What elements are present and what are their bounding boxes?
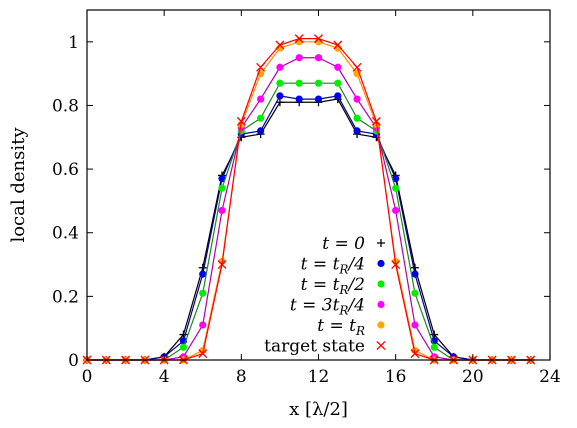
data-point [392,185,399,192]
legend-marker-3 [377,301,384,308]
legend-label-5: target state [264,337,365,357]
legend-label-3: t = 3tR​/4 [290,296,365,318]
legend-marker-1 [377,260,384,267]
data-point [315,80,322,87]
x-tick-label: 12 [308,367,330,387]
data-point [431,344,438,351]
series-1 [83,92,534,363]
legend-marker-2 [377,280,384,287]
data-point [276,80,283,87]
data-point [276,92,283,99]
legend-label-4: t = tR​ [317,316,365,338]
data-point [353,127,360,134]
data-point [257,95,264,102]
series-3 [83,54,534,363]
series-line [87,83,531,360]
legend-label-2: t = tR​/2 [301,275,365,297]
data-point [199,290,206,297]
data-point [334,80,341,87]
legend-marker-5 [377,342,385,350]
y-tick-label: 0 [68,351,79,371]
data-point [353,95,360,102]
data-point [296,95,303,102]
data-point [315,54,322,61]
data-point [315,95,322,102]
data-point [218,207,225,214]
x-tick-label: 24 [539,367,561,387]
series-line [87,99,531,360]
legend-marker-4 [377,321,384,328]
data-point [180,344,187,351]
data-point [199,321,206,328]
data-point [411,290,418,297]
x-axis-title: x [λ/2] [289,399,348,420]
x-tick-label: 16 [385,367,407,387]
data-point [334,92,341,99]
y-tick-label: 0.2 [52,287,79,307]
y-tick-label: 0.8 [52,96,79,116]
data-point [353,115,360,122]
legend-label-0: t = 0 [322,234,365,254]
series-line [87,96,531,360]
x-tick-label: 4 [159,367,170,387]
data-point [257,127,264,134]
data-point [334,64,341,71]
data-point [218,185,225,192]
ticks-layer: 0 4 8 12 16 20 24 0 0.2 0.4 0.6 0.8 1 [52,10,561,387]
data-point [276,64,283,71]
data-point [392,207,399,214]
x-tick-label: 0 [82,367,93,387]
y-axis-title: local density [8,127,29,243]
legend-marker-0 [377,239,385,247]
y-tick-label: 1 [68,33,79,53]
data-point [257,115,264,122]
x-tick-label: 8 [236,367,247,387]
series-2 [83,80,534,364]
x-tick-label: 20 [462,367,484,387]
data-point [296,54,303,61]
data-point [296,80,303,87]
legend: t = 0t = tR​/4t = tR​/2t = 3tR​/4t = tR​… [264,234,385,357]
series-0 [83,95,535,364]
legend-label-1: t = tR​/4 [301,255,365,277]
data-point [411,321,418,328]
y-tick-label: 0.6 [52,160,79,180]
y-tick-label: 0.4 [52,224,79,244]
